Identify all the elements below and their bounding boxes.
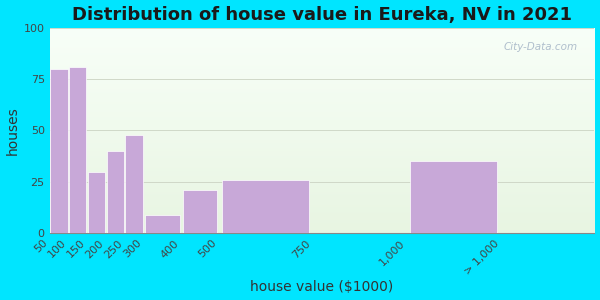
Bar	[182, 190, 217, 233]
Bar	[410, 161, 497, 233]
Title: Distribution of house value in Eureka, NV in 2021: Distribution of house value in Eureka, N…	[72, 6, 572, 24]
Y-axis label: houses: houses	[5, 106, 20, 155]
Text: City-Data.com: City-Data.com	[504, 42, 578, 52]
Bar	[88, 172, 105, 233]
Bar	[125, 135, 143, 233]
Bar	[145, 214, 179, 233]
Bar	[107, 151, 124, 233]
X-axis label: house value ($1000): house value ($1000)	[250, 280, 394, 294]
Bar	[69, 67, 86, 233]
Bar	[223, 180, 309, 233]
Bar	[50, 69, 68, 233]
